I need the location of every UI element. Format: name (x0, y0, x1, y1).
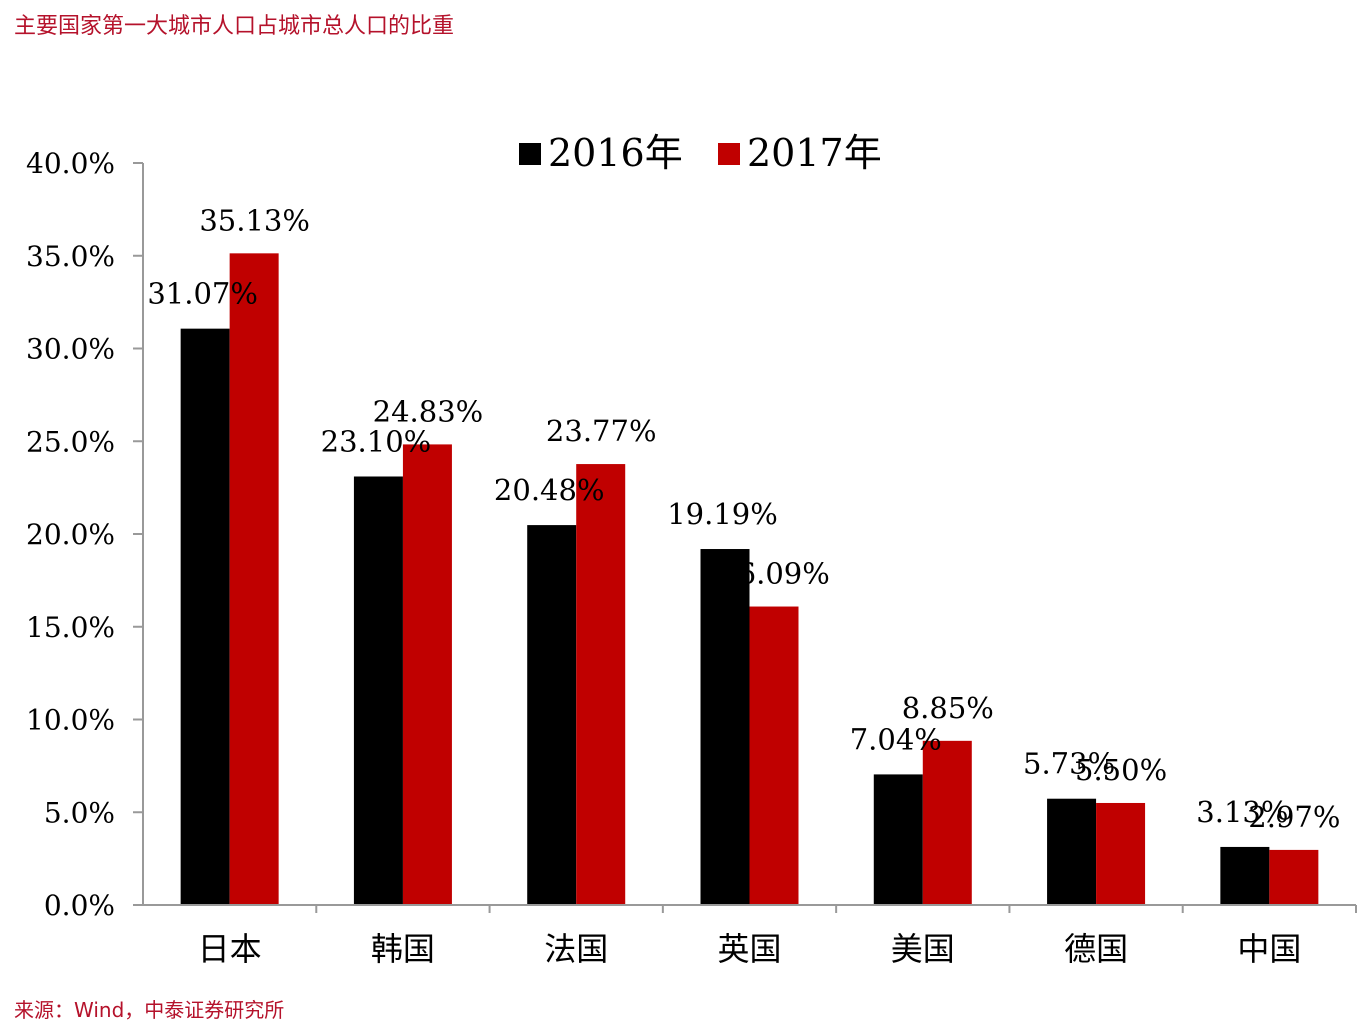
bar-0-5 (1047, 798, 1097, 905)
bar-0-4 (873, 774, 923, 905)
y-tick-label-6: 30.0% (26, 333, 115, 366)
x-tick-label-1: 韩国 (371, 930, 435, 968)
data-label-1-0: 35.13% (199, 203, 310, 237)
data-label-0-1: 23.10% (321, 424, 432, 458)
data-label-1-4: 8.85% (902, 691, 994, 725)
y-axis-ticks: 0.0% 5.0% 10.0% 15.0% 20.0% 25.0% 30.0% 35.0% 40… (26, 147, 115, 922)
y-tick-label-0: 0.0% (44, 889, 115, 922)
legend-swatch-0 (519, 143, 541, 165)
bar-1-0 (229, 253, 279, 905)
y-tick-label-3: 15.0% (26, 611, 115, 644)
chart-bars (180, 253, 1319, 905)
legend-label-0: 2016年 (548, 131, 683, 175)
bar-0-0 (180, 328, 230, 905)
y-tick-label-4: 20.0% (26, 518, 115, 551)
data-label-1-6: 2.97% (1248, 800, 1340, 834)
chart-legend: 2016年 2017年 (519, 131, 882, 175)
figure-source: 来源：Wind，中泰证券研究所 (14, 998, 285, 1022)
legend-swatch-1 (718, 143, 740, 165)
bar-1-5 (1096, 802, 1146, 905)
data-label-1-2: 23.77% (546, 414, 657, 448)
x-axis-ticks: 日本 韩国 法国 英国 美国 德国 中国 (198, 930, 1302, 968)
data-label-1-5: 5.50% (1075, 753, 1167, 787)
data-label-0-3: 19.19% (667, 497, 778, 531)
bar-0-6 (1220, 846, 1270, 905)
y-tick-label-7: 35.0% (26, 240, 115, 273)
x-tick-label-3: 英国 (717, 930, 781, 968)
x-tick-label-4: 美国 (891, 930, 955, 968)
data-label-1-3: 16.09% (719, 557, 830, 591)
bar-1-4 (922, 740, 972, 905)
bar-1-1 (402, 444, 452, 905)
y-tick-label-1: 5.0% (44, 796, 115, 829)
data-label-0-5: 5.73% (1023, 747, 1115, 781)
bar-0-3 (700, 549, 750, 905)
bar-1-2 (576, 464, 626, 905)
y-tick-label-8: 40.0% (26, 147, 115, 180)
y-tick-label-5: 25.0% (26, 425, 115, 458)
bar-0-2 (527, 525, 577, 905)
y-tick-label-2: 10.0% (26, 704, 115, 737)
data-label-1-1: 24.83% (373, 394, 484, 428)
figure-title: 主要国家第一大城市人口占城市总人口的比重 (14, 14, 455, 39)
x-tick-label-6: 中国 (1237, 930, 1301, 968)
legend-label-1: 2017年 (747, 131, 882, 175)
x-tick-label-0: 日本 (198, 930, 262, 968)
bar-1-3 (749, 606, 799, 905)
bar-0-1 (353, 476, 403, 905)
x-tick-label-5: 德国 (1064, 930, 1128, 968)
x-tick-label-2: 法国 (544, 930, 608, 968)
data-label-0-0: 31.07% (147, 277, 258, 311)
chart-axes (133, 162, 1357, 913)
data-label-0-2: 20.48% (494, 473, 605, 507)
bar-1-6 (1269, 849, 1319, 905)
data-label-0-6: 3.13% (1196, 795, 1288, 829)
chart-data-labels: 31.07% 35.13% 23.10%24.83% 20.48% 23.77% 19.1… (147, 203, 1340, 834)
data-label-0-4: 7.04% (850, 722, 942, 756)
